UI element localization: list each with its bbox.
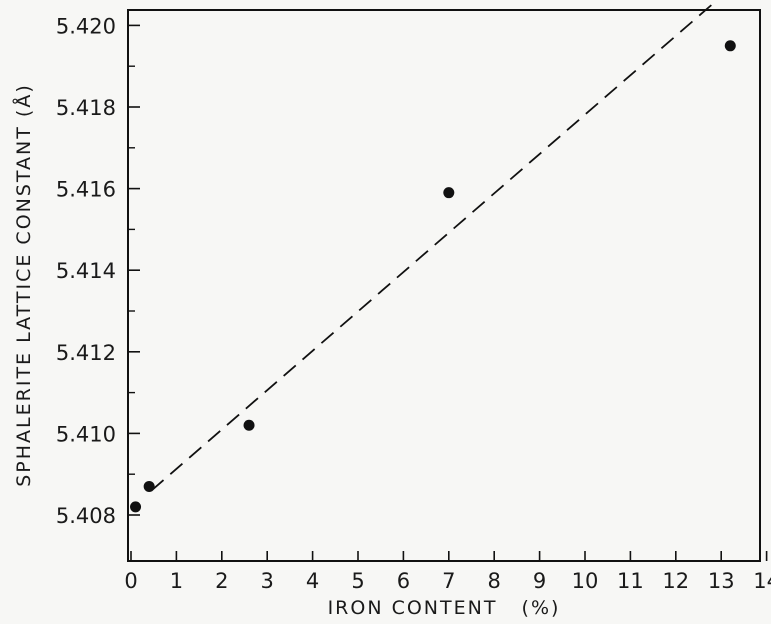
fit-line-group (150, 0, 719, 492)
y-axis-ticks: 5.408 5.410 5.412 5.414 5.416 5.418 5.420 (56, 14, 140, 528)
y-tick-label: 5.412 (56, 341, 116, 365)
y-tick-label: 5.416 (56, 178, 116, 202)
x-tick-label: 0 (124, 569, 137, 593)
x-tick-label: 5 (351, 569, 364, 593)
data-point (243, 419, 255, 431)
fit-line (150, 0, 719, 492)
x-tick-label: 7 (442, 569, 455, 593)
x-axis-ticks: 01234567891011121314 (124, 551, 771, 593)
x-tick-label: 10 (572, 569, 599, 593)
data-point (143, 480, 155, 492)
y-tick-label: 5.408 (56, 504, 116, 528)
x-tick-label: 8 (488, 569, 501, 593)
x-tick-label: 14 (753, 569, 771, 593)
data-points (130, 40, 736, 513)
data-point (724, 40, 736, 52)
y-tick-label: 5.414 (56, 259, 116, 283)
x-tick-label: 13 (708, 569, 735, 593)
data-point (130, 501, 142, 513)
x-tick-label: 3 (261, 569, 274, 593)
x-tick-label: 1 (170, 569, 183, 593)
x-tick-label: 6 (397, 569, 410, 593)
y-tick-label: 5.418 (56, 96, 116, 120)
x-axis-label: IRON CONTENT (%) (328, 597, 561, 619)
y-axis-label: SPHALERITE LATTICE CONSTANT (Å) (12, 83, 35, 487)
x-tick-label: 11 (617, 569, 644, 593)
x-tick-label: 2 (215, 569, 228, 593)
plot-frame (127, 9, 761, 562)
x-tick-label: 12 (662, 569, 689, 593)
data-point (443, 187, 455, 199)
y-tick-label: 5.420 (56, 14, 116, 38)
x-tick-label: 4 (306, 569, 319, 593)
x-tick-label: 9 (533, 569, 546, 593)
y-tick-label: 5.410 (56, 422, 116, 446)
